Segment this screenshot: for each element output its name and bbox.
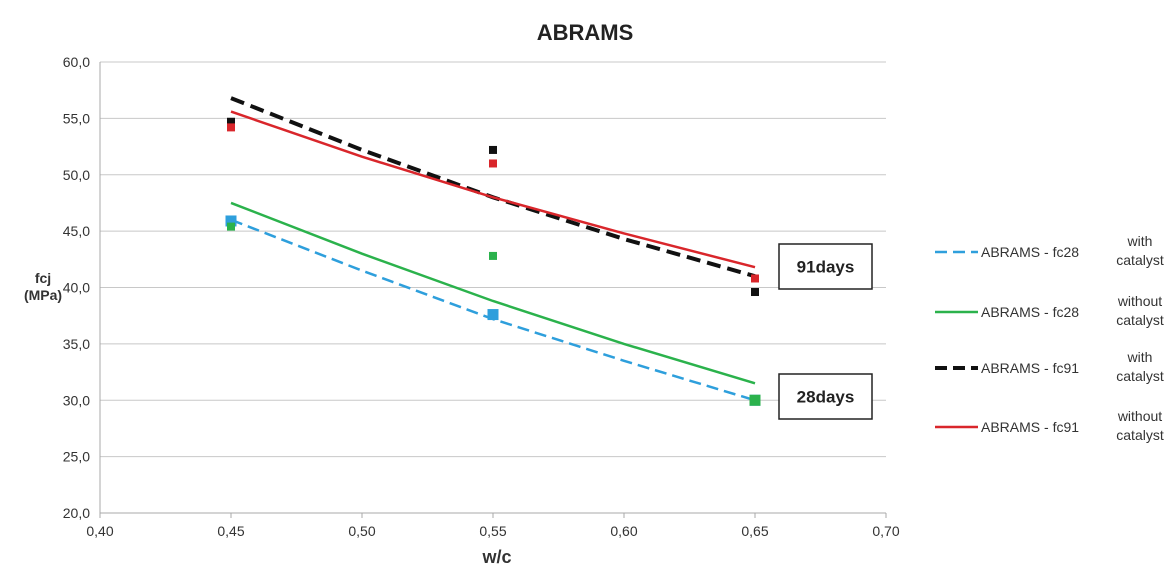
x-axis-label: w/c	[481, 547, 511, 567]
legend-label: ABRAMS - fc91	[981, 360, 1079, 376]
y-tick-label: 45,0	[63, 223, 90, 239]
x-tick-label: 0,55	[479, 523, 506, 539]
legend-label: ABRAMS - fc28	[981, 304, 1079, 320]
y-axis-label-line1: fcj	[35, 270, 51, 286]
fit-lines	[230, 96, 756, 402]
data-point-series-2	[227, 222, 235, 231]
data-points	[225, 117, 761, 406]
data-point-series-4	[751, 274, 759, 283]
annotation-label: 91days	[797, 258, 855, 277]
x-tick-label: 0,60	[610, 523, 637, 539]
x-tick-label: 0,50	[348, 523, 375, 539]
legend-note: without	[1117, 408, 1162, 424]
y-axis-label-line2: (MPa)	[24, 287, 62, 303]
series-line-2	[230, 201, 756, 385]
data-point-series-1	[487, 309, 499, 321]
legend-note: catalyst	[1116, 312, 1164, 328]
y-tick-label: 35,0	[63, 336, 90, 352]
data-point-series-4	[227, 123, 235, 132]
y-tick-label: 60,0	[63, 54, 90, 70]
data-point-series-4	[489, 159, 497, 168]
series-line-4	[230, 110, 756, 269]
annotation-label: 28days	[797, 388, 855, 407]
data-point-series-2	[749, 394, 761, 406]
x-tick-label: 0,45	[217, 523, 244, 539]
data-point-series-3	[489, 145, 497, 154]
y-tick-label: 55,0	[63, 110, 90, 126]
y-tick-label: 40,0	[63, 280, 90, 296]
x-tick-label: 0,40	[86, 523, 113, 539]
series-line-3	[230, 96, 756, 279]
y-tick-label: 25,0	[63, 449, 90, 465]
annotations: 91days 28days	[778, 243, 873, 420]
x-tick-label: 0,70	[872, 523, 899, 539]
legend-label: ABRAMS - fc28	[981, 244, 1079, 260]
data-point-series-3	[227, 117, 235, 126]
legend-note: catalyst	[1116, 252, 1164, 268]
y-tick-label: 50,0	[63, 167, 90, 183]
legend-note: with	[1127, 233, 1153, 249]
legend-note: catalyst	[1116, 368, 1164, 384]
y-tick-label: 20,0	[63, 505, 90, 521]
grid-layer	[100, 61, 886, 514]
legend-note: catalyst	[1116, 427, 1164, 443]
legend-label: ABRAMS - fc91	[981, 419, 1079, 435]
data-point-series-2	[489, 251, 497, 260]
legend: ABRAMS - fc28 with catalyst ABRAMS - fc28 wi…	[935, 233, 1164, 443]
data-point-series-1	[225, 215, 237, 227]
legend-note: without	[1117, 293, 1162, 309]
chart-title: ABRAMS	[537, 20, 634, 45]
data-point-series-3	[751, 288, 759, 297]
axis-layer: 20,0 25,0 30,0 35,0 40,0 45,0 50,0 55,0 60,0 0,40…	[63, 54, 900, 539]
y-tick-label: 30,0	[63, 392, 90, 408]
x-tick-label: 0,65	[741, 523, 768, 539]
annotation-box	[778, 243, 873, 290]
legend-note: with	[1127, 349, 1153, 365]
annotation-box	[778, 373, 873, 420]
